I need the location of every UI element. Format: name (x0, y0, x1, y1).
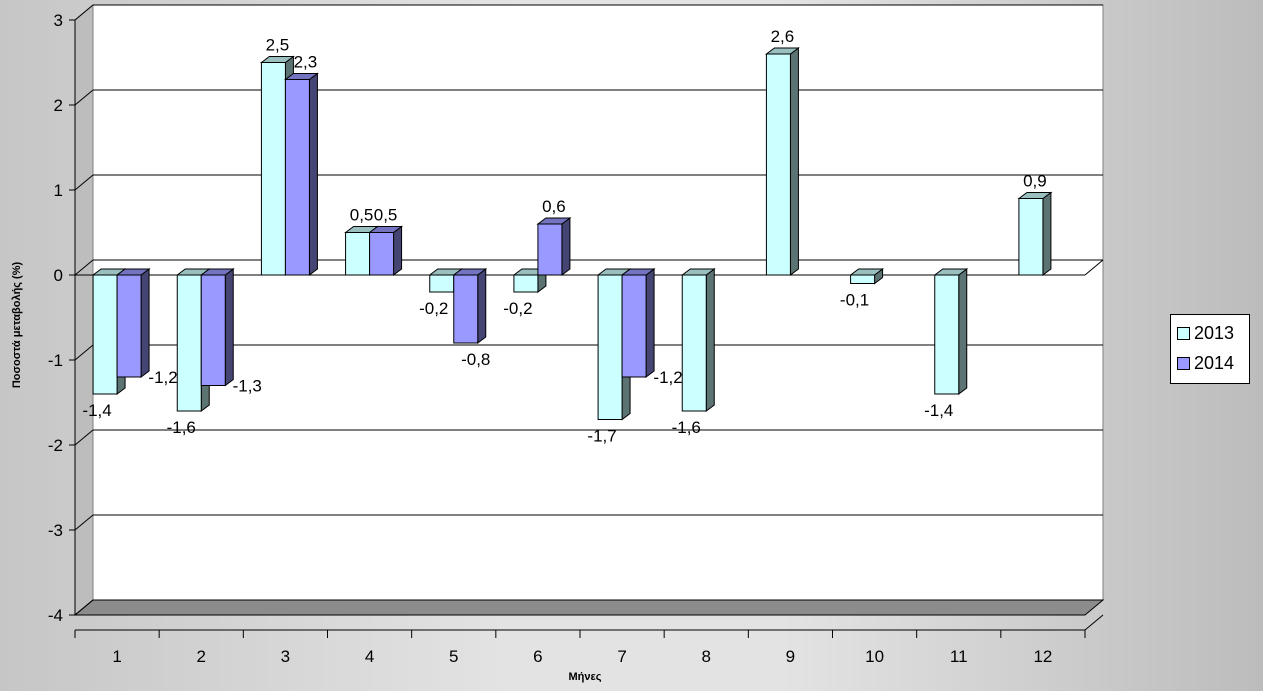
x-tick-label: 6 (533, 647, 542, 666)
data-label: -1,2 (653, 368, 682, 387)
y-tick-label: -2 (48, 436, 63, 455)
bar (92, 274, 118, 395)
legend: 2013 2014 (1170, 314, 1250, 384)
data-label: 0,5 (374, 206, 398, 225)
gridline-side (74, 514, 94, 531)
bar-side (561, 217, 571, 276)
data-label: -1,3 (233, 377, 262, 396)
bar (537, 223, 563, 276)
bar (850, 274, 876, 284)
data-label: -1,6 (672, 418, 701, 437)
legend-item-2013: 2013 (1177, 321, 1249, 345)
bar-side (1042, 191, 1052, 276)
bar (429, 274, 455, 293)
bar (176, 274, 202, 412)
x-tick-label: 5 (449, 647, 458, 666)
data-label: -0,2 (503, 299, 532, 318)
bar (369, 232, 395, 276)
x-tick-label: 9 (786, 647, 795, 666)
x-tick-label: 12 (1033, 647, 1052, 666)
data-label: 0,9 (1023, 172, 1047, 191)
data-label: -0,1 (840, 291, 869, 310)
gridline-side (74, 599, 94, 616)
data-label: 0,6 (542, 197, 566, 216)
data-label: -1,4 (924, 401, 953, 420)
legend-swatch-2013 (1177, 326, 1190, 340)
bar-side (393, 225, 403, 276)
y-tick-label: 0 (54, 266, 63, 285)
x-tick-label: 3 (281, 647, 290, 666)
bar-side (645, 268, 655, 378)
bar-side (705, 268, 715, 412)
bar (345, 232, 371, 276)
x-tick-label: 8 (702, 647, 711, 666)
gridline-side (74, 344, 94, 361)
x-tick-label: 7 (617, 647, 626, 666)
legend-swatch-2014 (1177, 356, 1190, 370)
bar (284, 79, 310, 276)
y-axis-title: Ποσοστά μεταβολής (%) (11, 262, 23, 389)
data-label: -0,2 (419, 299, 448, 318)
data-label: -0,8 (461, 350, 490, 369)
x-axis-depth (1084, 259, 1104, 276)
bar (513, 274, 539, 293)
y-tick-label: 3 (54, 11, 63, 30)
data-labels: -1,4 -1,2 -1,6 -1,3 2,52,3 0,5 0,5 -0,2 -0,8 -0,2… (82, 27, 1046, 446)
y-tick-label: -1 (48, 351, 63, 370)
legend-label-2014: 2014 (1194, 352, 1235, 373)
data-label: -1,2 (148, 368, 177, 387)
x-tick-label: 4 (365, 647, 374, 666)
bar-side (224, 268, 234, 387)
gridline-side (74, 429, 94, 446)
y-tick-label: -3 (48, 521, 63, 540)
gridline-side (74, 89, 94, 106)
gridline-side (74, 4, 94, 21)
bars (91, 47, 1053, 421)
gridline-side (74, 174, 94, 191)
data-label: 0,5 (350, 206, 374, 225)
x-tick-label: 10 (865, 647, 884, 666)
bar-side (477, 268, 487, 344)
bar (597, 274, 623, 420)
bar (934, 274, 960, 395)
x-tick-label: 1 (112, 647, 121, 666)
legend-item-2014: 2014 (1177, 351, 1249, 375)
bar (1018, 198, 1044, 276)
bar (681, 274, 707, 412)
gridline-side (74, 259, 94, 276)
bar (765, 53, 791, 276)
bar-side (958, 268, 968, 395)
data-label: 2,6 (771, 27, 795, 46)
bar-side (308, 72, 318, 276)
bar (116, 274, 142, 378)
y-tick-label: 1 (54, 181, 63, 200)
legend-label-2013: 2013 (1194, 322, 1235, 343)
data-label: -1,7 (587, 427, 616, 446)
data-label: -1,4 (82, 401, 111, 420)
x-axis-bottom-depth (1084, 614, 1104, 631)
y-tick-label: -4 (48, 606, 63, 625)
bar-side (140, 268, 150, 378)
x-axis-title: Μήνες (569, 671, 602, 683)
data-label: 2,3 (294, 53, 318, 72)
x-tick-label: 2 (197, 647, 206, 666)
floor (73, 599, 1105, 616)
data-label: 2,5 (266, 36, 290, 55)
bar (621, 274, 647, 378)
bar (200, 274, 226, 386)
bar-side (789, 47, 799, 276)
side-wall (74, 3, 94, 617)
y-tick-label: 2 (54, 96, 63, 115)
x-tick-label: 11 (950, 647, 968, 666)
bar (260, 62, 286, 276)
data-label: -1,6 (167, 418, 196, 437)
bar (453, 274, 479, 344)
